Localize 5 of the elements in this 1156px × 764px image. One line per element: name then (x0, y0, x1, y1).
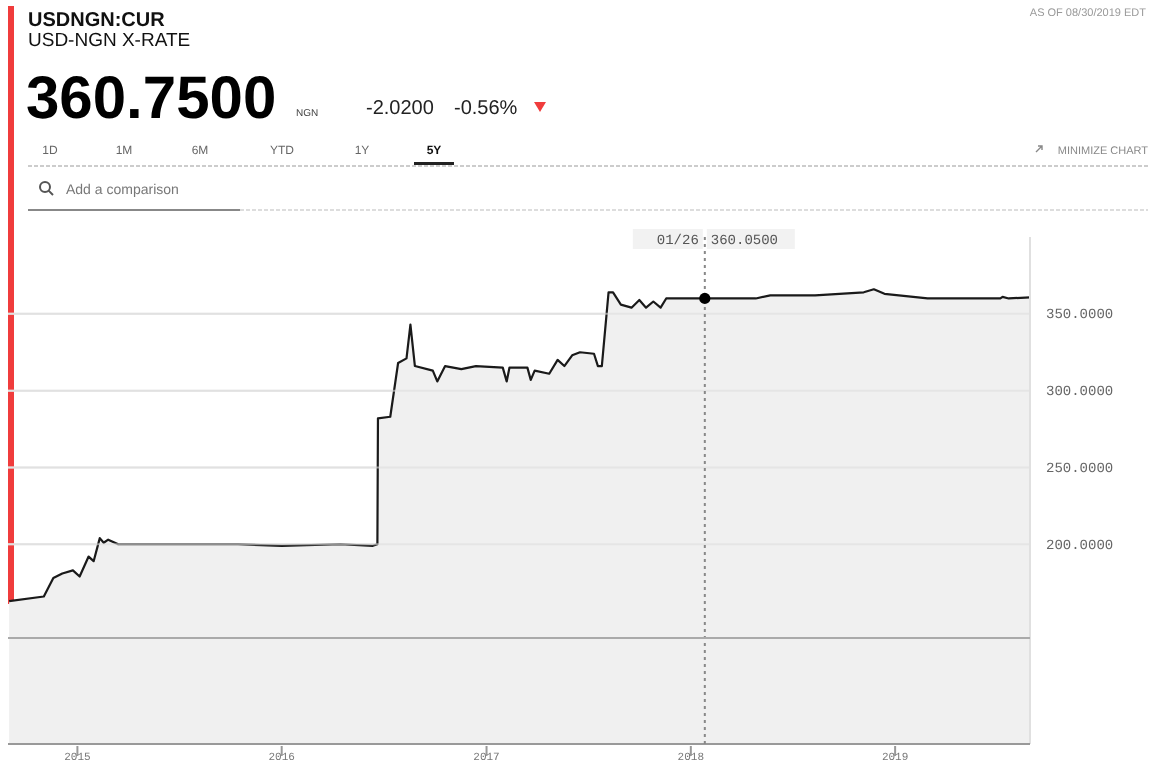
chart-title: USDNGN:CUR (28, 10, 167, 32)
chart-subtitle: USD-NGN X-RATE (28, 30, 191, 52)
text: -0.56% (454, 98, 518, 120)
text: 360.7500 (26, 66, 277, 132)
text: -2.0200 (366, 98, 435, 120)
